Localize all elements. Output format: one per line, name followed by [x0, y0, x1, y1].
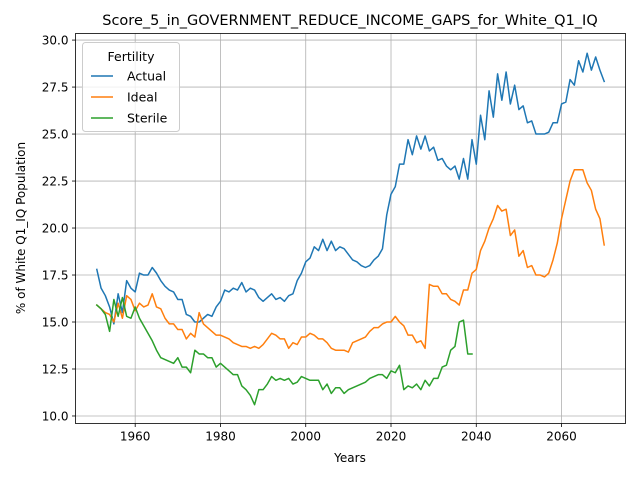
x-tick-label: 1960	[120, 430, 151, 444]
plot-frame	[75, 33, 626, 424]
y-axis-ticks: 10.0 12.5 15.0 17.5 20.0 22.5 25.0 27.5 30.0	[42, 34, 76, 423]
legend-label-sterile: Sterile	[127, 111, 168, 126]
legend-label-actual: Actual	[127, 69, 166, 84]
y-tick-label: 15.0	[42, 316, 69, 330]
y-tick-label: 10.0	[42, 409, 69, 423]
x-tick-label: 2060	[546, 430, 577, 444]
x-tick-label: 2000	[290, 430, 321, 444]
y-tick-label: 27.5	[42, 81, 69, 95]
x-tick-label: 2040	[461, 430, 492, 444]
y-tick-label: 17.5	[42, 269, 69, 283]
legend: Fertility Actual Ideal Sterile	[82, 42, 180, 132]
legend-label-ideal: Ideal	[127, 90, 157, 105]
series-line-ideal	[95, 169, 606, 353]
y-tick-label: 25.0	[42, 128, 69, 142]
series-lines	[95, 52, 606, 406]
chart-title: Score_5_in_GOVERNMENT_REDUCE_INCOME_GAPS…	[102, 13, 598, 29]
series-line-sterile	[95, 296, 473, 406]
legend-box	[82, 42, 180, 132]
series-line-actual	[95, 52, 606, 325]
x-tick-label: 2020	[376, 430, 407, 444]
y-axis-label: % of White Q1_IQ Population	[14, 142, 28, 314]
legend-title: Fertility	[108, 49, 156, 64]
y-tick-label: 12.5	[42, 362, 69, 376]
x-tick-label: 1980	[205, 430, 236, 444]
x-axis-label: Years	[333, 451, 366, 465]
y-tick-label: 20.0	[42, 222, 69, 236]
y-tick-label: 22.5	[42, 175, 69, 189]
x-axis-ticks: 1960 1980 2000 2020 2040 2060	[120, 423, 577, 444]
y-tick-label: 30.0	[42, 34, 69, 48]
